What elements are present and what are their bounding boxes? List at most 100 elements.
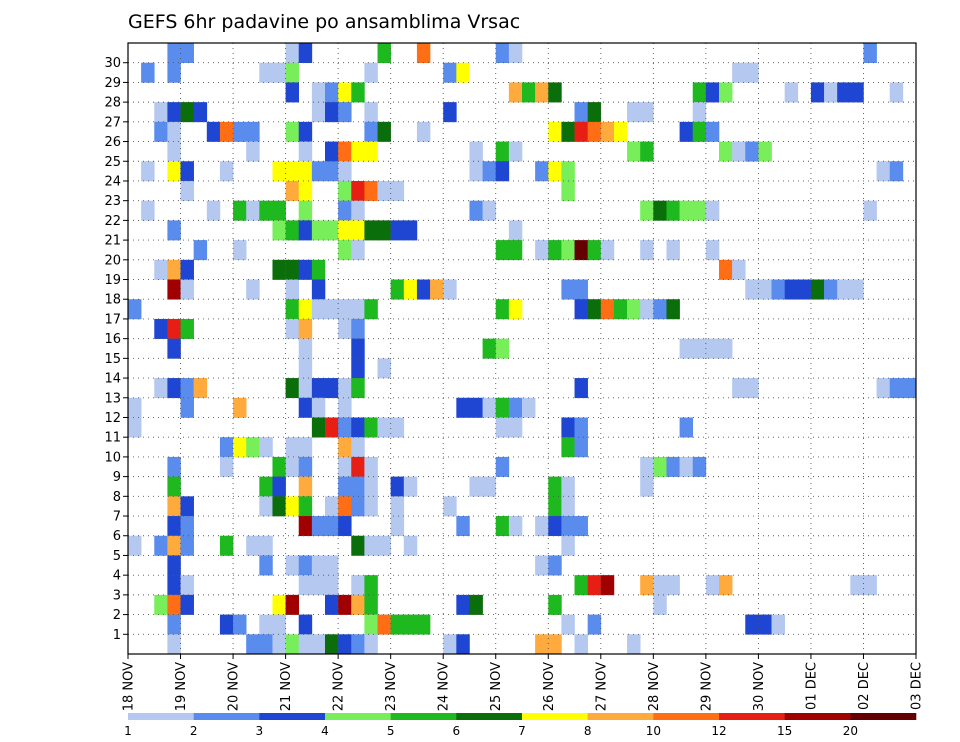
y-tick-label: 26 — [104, 135, 121, 150]
heatmap-cell — [443, 62, 457, 83]
heatmap-cell — [758, 141, 772, 162]
heatmap-cell — [351, 299, 365, 320]
heatmap-cell — [338, 437, 352, 458]
heatmap-cell — [390, 417, 405, 438]
heatmap-cell — [561, 161, 575, 182]
heatmap-cell — [338, 456, 352, 477]
heatmap-cell — [613, 121, 628, 142]
heatmap-cell — [574, 417, 588, 438]
heatmap-cell — [272, 161, 286, 182]
y-tick-label: 24 — [104, 174, 121, 189]
heatmap-cell — [679, 121, 694, 142]
heatmap-cell — [338, 318, 352, 339]
heatmap-cell — [219, 614, 234, 635]
heatmap-cell — [180, 575, 194, 596]
heatmap-cell — [771, 279, 785, 300]
legend-swatch — [325, 713, 391, 720]
heatmap-cell — [351, 496, 365, 517]
heatmap-cell — [311, 417, 326, 438]
heatmap-cell — [167, 575, 181, 596]
heatmap-cell — [548, 121, 562, 142]
heatmap-cell — [640, 575, 654, 596]
heatmap-cell — [522, 397, 536, 418]
heatmap-cell — [377, 535, 391, 556]
heatmap-cell — [364, 220, 378, 241]
heatmap-cell — [403, 220, 418, 241]
legend-label: 8 — [584, 724, 592, 738]
heatmap-cell — [666, 575, 680, 596]
heatmap-cell — [128, 299, 142, 320]
legend-label: 2 — [190, 724, 198, 738]
heatmap-cell — [311, 259, 326, 280]
heatmap-cell — [167, 614, 181, 635]
heatmap-cell — [364, 121, 378, 142]
heatmap-cell — [298, 141, 313, 162]
heatmap-cell — [298, 516, 313, 537]
heatmap-cell — [206, 200, 221, 221]
heatmap-cell — [390, 279, 405, 300]
heatmap-cell — [705, 575, 720, 596]
y-tick-label: 5 — [113, 549, 121, 564]
heatmap-cell — [219, 437, 234, 458]
heatmap-cell — [377, 43, 391, 64]
x-tick-label: 02 DEC — [857, 662, 872, 710]
heatmap-cell — [285, 43, 300, 64]
y-tick-label: 22 — [104, 214, 121, 229]
heatmap-cell — [311, 397, 326, 418]
heatmap-cell — [338, 417, 352, 438]
heatmap-cell — [548, 496, 562, 517]
heatmap-cell — [653, 594, 667, 615]
heatmap-cell — [298, 634, 313, 655]
heatmap-cell — [351, 240, 365, 261]
heatmap-cell — [285, 220, 300, 241]
heatmap-cell — [338, 496, 352, 517]
heatmap-cell — [784, 82, 799, 103]
heatmap-cell — [311, 516, 326, 537]
heatmap-cell — [141, 200, 155, 221]
heatmap-cell — [574, 240, 588, 261]
heatmap-cell — [167, 496, 181, 517]
heatmap-cell — [180, 180, 194, 201]
heatmap-cell — [128, 535, 142, 556]
heatmap-cell — [351, 417, 365, 438]
heatmap-cell — [285, 299, 300, 320]
y-tick-label: 27 — [104, 115, 121, 130]
heatmap-cell — [351, 200, 365, 221]
heatmap-cell — [600, 240, 615, 261]
plot-frame — [127, 42, 917, 655]
heatmap-cell — [863, 200, 877, 221]
heatmap-cells — [128, 43, 917, 655]
heatmap-cell — [745, 378, 759, 399]
heatmap-cell — [574, 378, 588, 399]
heatmap-cell — [246, 535, 260, 556]
legend-swatch — [784, 713, 851, 720]
heatmap-cell — [377, 358, 391, 379]
heatmap-cell — [325, 634, 339, 655]
heatmap-cell — [377, 220, 391, 241]
heatmap-cell — [443, 102, 457, 123]
heatmap-cell — [351, 378, 365, 399]
heatmap-cell — [416, 121, 431, 142]
heatmap-cell — [403, 614, 418, 635]
legend-swatch — [522, 713, 588, 720]
heatmap-cell — [640, 102, 654, 123]
heatmap-cell — [351, 634, 365, 655]
y-tick-label: 4 — [113, 569, 121, 584]
heatmap-cell — [311, 378, 326, 399]
heatmap-cell — [311, 634, 326, 655]
heatmap-cell — [180, 279, 194, 300]
heatmap-cell — [758, 279, 772, 300]
heatmap-cell — [666, 299, 680, 320]
x-tick-label: 25 NOV — [489, 662, 504, 711]
heatmap-cell — [443, 496, 457, 517]
x-tick-label: 18 NOV — [122, 662, 137, 711]
heatmap-cell — [784, 279, 799, 300]
heatmap-cell — [167, 259, 181, 280]
heatmap-cell — [325, 594, 339, 615]
heatmap-cell — [338, 634, 352, 655]
heatmap-cell — [653, 200, 667, 221]
heatmap-cell — [719, 338, 733, 359]
heatmap-cell — [561, 279, 575, 300]
heatmap-cell — [469, 200, 483, 221]
heatmap-cell — [180, 378, 194, 399]
